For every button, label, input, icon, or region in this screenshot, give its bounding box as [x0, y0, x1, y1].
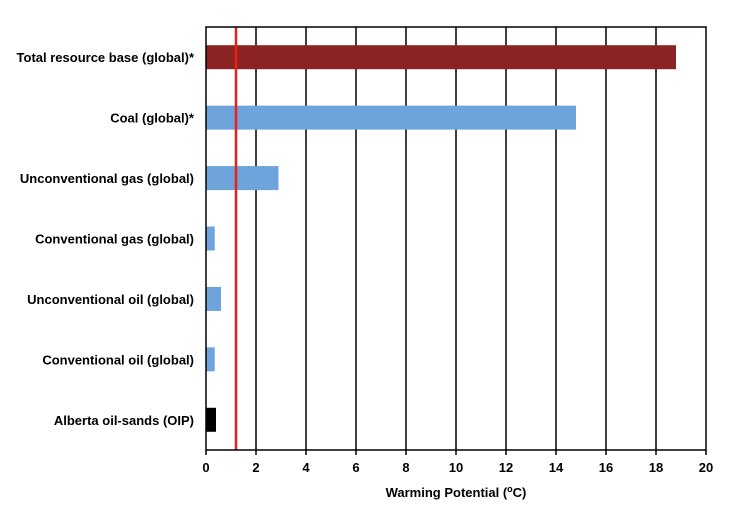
x-axis-title: Warming Potential (oC): [386, 484, 527, 500]
category-label: Coal (global)*: [110, 111, 195, 126]
x-tick-label: 18: [649, 460, 663, 475]
bar: [206, 166, 279, 191]
category-label: Unconventional gas (global): [20, 171, 194, 186]
category-label: Unconventional oil (global): [27, 292, 194, 307]
x-tick-label: 4: [302, 460, 310, 475]
bar: [206, 407, 216, 432]
bar: [206, 286, 221, 311]
x-tick-label: 0: [202, 460, 209, 475]
x-tick-label: 14: [549, 460, 564, 475]
category-label: Total resource base (global)*: [17, 50, 195, 65]
x-tick-label: 16: [599, 460, 613, 475]
x-axis-title-sup: o: [507, 484, 513, 494]
x-tick-label: 8: [402, 460, 409, 475]
bars: [206, 45, 676, 432]
x-axis-title-post: C): [513, 485, 527, 500]
gridlines: [255, 27, 657, 450]
x-tick-label: 12: [499, 460, 513, 475]
category-label: Alberta oil-sands (OIP): [54, 413, 194, 428]
x-tick-label: 6: [352, 460, 359, 475]
category-label: Conventional oil (global): [42, 352, 194, 367]
x-tick-label: 20: [699, 460, 713, 475]
x-tick-label: 2: [252, 460, 259, 475]
bar: [206, 347, 215, 372]
bar: [206, 105, 576, 130]
category-label: Conventional gas (global): [35, 232, 194, 247]
x-axis-ticks: 0 2 4 6 8 10 12 14 16 18 20: [202, 450, 713, 475]
bar: [206, 45, 676, 70]
bar: [206, 226, 215, 251]
category-labels: Total resource base (global)* Coal (globa…: [17, 50, 195, 428]
x-axis-title-pre: Warming Potential (: [386, 485, 508, 500]
x-tick-label: 10: [449, 460, 463, 475]
